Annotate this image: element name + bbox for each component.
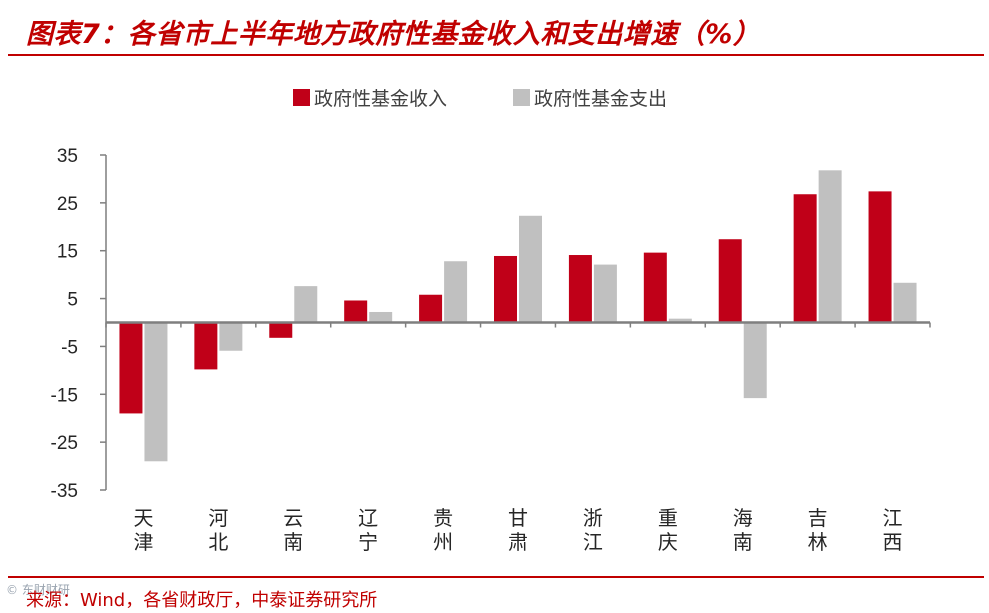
bar-income [194,322,218,370]
bar-expense [893,282,917,323]
bar-expense [444,261,468,323]
y-tick-label: -5 [61,337,78,358]
bar-series [119,170,917,462]
bar-income [868,191,892,323]
x-category-label: 甘 [508,506,528,530]
bar-income [568,255,592,323]
y-tick-label: 15 [57,242,78,263]
x-category-label: 贵 [433,506,453,530]
bar-income [119,322,143,414]
x-category-label: 肃 [508,530,528,554]
y-tick-label: 5 [67,290,78,311]
x-category-label: 天 [133,506,153,530]
watermark: © 东财财研 [6,583,70,597]
x-category-label: 州 [433,530,453,554]
x-category-label: 江 [883,506,903,530]
x-category-label: 南 [733,530,753,554]
bar-expense [369,311,393,323]
title-rule [8,54,984,56]
bar-expense [743,322,767,399]
legend-label-1: 政府性基金收入 [314,88,447,110]
legend-label-2: 政府性基金支出 [534,88,667,110]
x-category-label: 浙 [583,506,603,530]
x-category-label: 庆 [658,530,678,554]
x-category-label: 河 [208,506,228,530]
y-tick-label: -15 [51,385,78,406]
figure-title: 图表7：各省市上半年地方政府性基金收入和支出增速（%） [26,19,761,50]
x-category-label: 吉 [808,506,828,530]
bar-expense [294,286,318,323]
y-tick-label: 35 [57,146,78,167]
y-tick-label: -25 [51,433,78,454]
x-category-label: 重 [658,506,678,530]
legend-swatch-2 [513,89,530,106]
bar-expense [144,322,168,462]
x-category-label: 辽 [358,506,378,530]
bar-income [344,300,368,323]
x-category-label: 西 [883,530,903,554]
source-note: 来源：Wind，各省财政厅，中泰证券研究所 [26,590,378,611]
bar-income [643,252,667,323]
x-category-label: 林 [808,530,828,554]
x-category-label: 南 [283,530,303,554]
bar-expense [668,318,692,323]
chart-legend: 政府性基金收入 政府性基金支出 [293,88,667,110]
x-category-label: 津 [133,530,153,554]
bar-expense [519,215,542,323]
bar-income [269,322,293,338]
bar-income [494,255,517,323]
bar-income [419,294,443,323]
legend-swatch-1 [293,89,310,106]
bar-expense [219,322,243,351]
x-category-label: 海 [733,506,753,530]
bar-expense [818,170,842,323]
y-tick-label: -35 [51,481,78,502]
footer-rule [8,576,984,578]
bar-income [793,194,817,323]
y-tick-label: 25 [57,194,78,215]
x-category-label: 江 [583,530,603,554]
x-category-label: 北 [208,530,228,554]
title-bar: 图表7：各省市上半年地方政府性基金收入和支出增速（%） [0,0,989,56]
bar-income [718,239,742,323]
x-category-label: 云 [283,506,303,530]
x-category-label: 宁 [358,530,378,554]
bar-expense [593,264,617,323]
y-axis: 35 25 15 5 -5 -15 -25 -35 [51,146,107,502]
